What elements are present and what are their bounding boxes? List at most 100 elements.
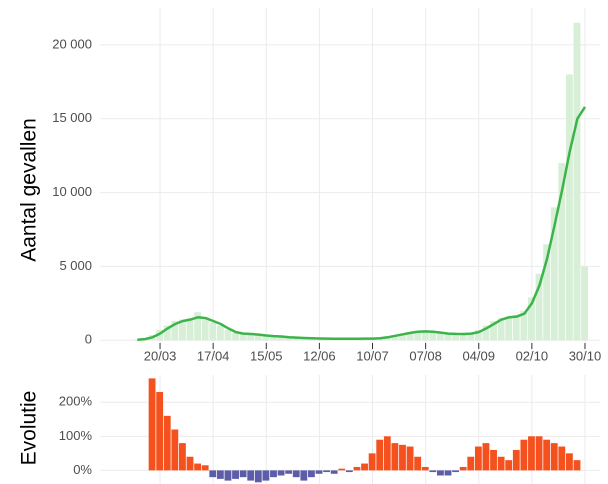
- x-tick-label: 04/09: [462, 348, 495, 363]
- bar: [421, 331, 429, 341]
- bar: [452, 333, 460, 341]
- bar: [399, 333, 406, 341]
- bar: [528, 436, 535, 471]
- bar: [216, 470, 224, 479]
- bar: [277, 336, 285, 341]
- bar: [399, 444, 406, 471]
- bar: [459, 466, 467, 471]
- y-tick-label: 200%: [59, 394, 93, 409]
- bar: [368, 453, 376, 471]
- bar: [482, 325, 490, 341]
- bar: [490, 321, 497, 341]
- x-tick-label: 20/03: [144, 348, 177, 363]
- bar: [194, 463, 202, 471]
- bar: [300, 470, 308, 481]
- bar: [179, 319, 186, 341]
- bar: [254, 470, 262, 483]
- bar: [406, 446, 414, 471]
- bar: [429, 470, 437, 473]
- bar: [391, 443, 399, 471]
- bar: [353, 466, 361, 471]
- bar: [201, 319, 209, 341]
- bar: [201, 465, 209, 471]
- bar: [376, 439, 384, 471]
- bar: [171, 321, 179, 341]
- bar: [581, 266, 589, 341]
- y-tick-label: 20 000: [52, 36, 92, 51]
- bar: [239, 470, 247, 478]
- bar: [444, 334, 452, 341]
- bar: [505, 460, 513, 471]
- bar: [528, 297, 535, 341]
- bar: [224, 329, 232, 341]
- y-tick-label: 0: [85, 332, 92, 347]
- bar: [156, 392, 164, 471]
- bar: [505, 316, 513, 341]
- bar: [247, 470, 255, 481]
- bar: [232, 332, 239, 341]
- bar: [520, 310, 528, 341]
- bar: [186, 318, 194, 341]
- bar: [345, 470, 353, 473]
- bar: [391, 335, 399, 341]
- bar: [292, 470, 300, 478]
- bar: [194, 312, 202, 341]
- bar: [209, 470, 217, 478]
- bar: [361, 463, 368, 471]
- bar: [437, 470, 444, 476]
- bar: [262, 335, 270, 341]
- bar: [133, 339, 141, 341]
- bar: [163, 415, 171, 471]
- bar: [270, 336, 277, 341]
- x-tick-label: 07/08: [409, 348, 442, 363]
- bar: [497, 318, 505, 341]
- bar: [459, 334, 467, 341]
- bar: [512, 449, 520, 471]
- bar: [535, 273, 543, 341]
- bar: [338, 468, 346, 471]
- bar: [543, 439, 551, 471]
- bar: [573, 22, 581, 341]
- bar: [566, 453, 573, 471]
- y-axis-title: Aantal gevallen: [18, 118, 41, 262]
- bar: [497, 456, 505, 471]
- bar: [467, 332, 475, 341]
- bar: [490, 449, 497, 471]
- bar: [224, 470, 232, 481]
- x-tick-label: 12/06: [303, 348, 336, 363]
- bar: [520, 439, 528, 471]
- bar: [482, 443, 490, 471]
- bar: [171, 429, 179, 471]
- y-tick-label: 100%: [59, 428, 93, 443]
- bar: [270, 470, 277, 478]
- bar: [179, 443, 186, 471]
- bar: [474, 329, 482, 341]
- bar: [262, 470, 270, 481]
- bar: [474, 446, 482, 471]
- bar: [558, 446, 566, 471]
- bar: [247, 334, 255, 341]
- y-tick-label: 15 000: [52, 110, 92, 125]
- bar: [163, 325, 171, 341]
- bar: [315, 470, 323, 474]
- x-tick-label: 17/04: [197, 348, 230, 363]
- bar: [277, 470, 285, 476]
- bar: [421, 466, 429, 471]
- bar: [512, 315, 520, 341]
- bar: [414, 330, 422, 341]
- bar: [452, 470, 460, 473]
- bar: [323, 470, 331, 473]
- bar: [239, 333, 247, 341]
- bar: [285, 470, 293, 474]
- bar: [148, 378, 156, 471]
- bar: [437, 332, 444, 341]
- bar: [550, 443, 558, 471]
- x-tick-label: 10/07: [356, 348, 389, 363]
- bar: [535, 436, 543, 471]
- bar: [444, 470, 452, 476]
- y-tick-label: 0%: [73, 462, 92, 477]
- bar: [566, 74, 573, 341]
- bar: [429, 332, 437, 341]
